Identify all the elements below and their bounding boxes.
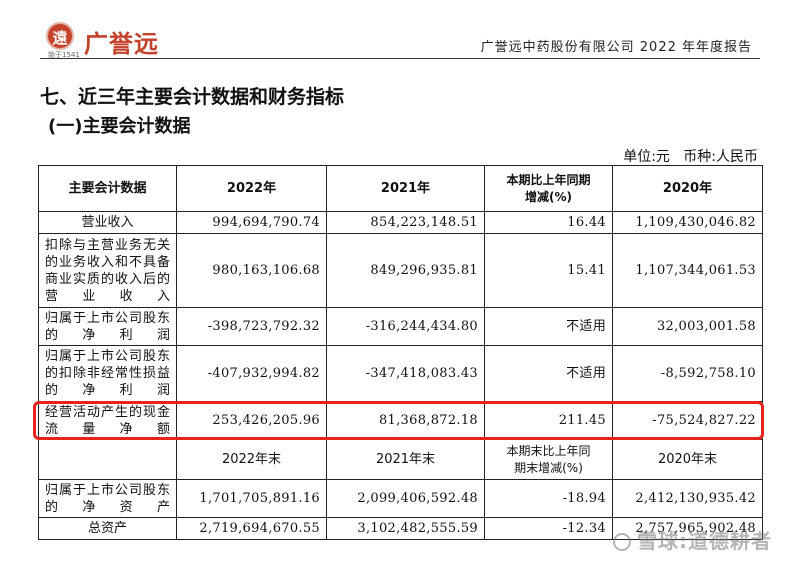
value-2021: -347,418,083.43 [326, 345, 485, 402]
value-2021: -316,244,434.80 [326, 307, 485, 346]
value-2020: 2,412,130,935.42 [612, 479, 763, 518]
table-row-highlighted: 经营活动产生的现金流量净额 253,426,205.96 81,368,872.… [38, 401, 763, 440]
company-logo-text: 广誉远 [84, 29, 159, 58]
value-2022: -398,723,792.32 [176, 307, 327, 346]
table-row: 总资产 2,719,694,670.55 3,102,482,555.59 -1… [38, 517, 763, 540]
subsection-title: (一)主要会计数据 [48, 116, 191, 137]
watermark-text: 雪球:道德耕者 [637, 529, 772, 553]
header-divider [40, 58, 760, 59]
value-change: 不适用 [484, 345, 613, 402]
watermark: 雪球:道德耕者 [613, 525, 772, 554]
value-change: 211.45 [484, 401, 613, 440]
value-2021: 2,099,406,592.48 [326, 479, 485, 518]
value-2022: -407,932,994.82 [176, 345, 327, 402]
table-row: 扣除与主营业务无关的业务收入和不具备商业实质的收入后的营业收入 980,163,… [38, 233, 763, 308]
row-label: 归属于上市公司股东的净资产 [38, 479, 177, 518]
row-label: 营业收入 [38, 211, 177, 234]
value-2020: 2,757,965,902.48 [612, 517, 763, 540]
header-cell-2020-end: 2020年末 [612, 439, 763, 480]
value-2022: 1,701,705,891.16 [176, 479, 327, 518]
value-2022: 994,694,790.74 [176, 211, 327, 234]
header-cell-2022-end: 2022年末 [176, 439, 327, 480]
value-change: 不适用 [484, 307, 613, 346]
value-2022: 2,719,694,670.55 [176, 517, 327, 540]
value-2020: 1,107,344,061.53 [612, 233, 763, 308]
unit-line: 单位:元 币种:人民币 [623, 149, 758, 165]
value-2020: 1,109,430,046.82 [612, 211, 763, 234]
table-row: 营业收入 994,694,790.74 854,223,148.51 16.44… [38, 211, 763, 234]
table-header-row: 主要会计数据 2022年 2021年 本期比上年同期 增减(%) 2020年 [38, 165, 763, 212]
row-label: 归属于上市公司股东的净利润 [38, 307, 177, 346]
table-row: 归属于上市公司股东的净利润 -398,723,792.32 -316,244,4… [38, 307, 763, 346]
value-change: 16.44 [484, 211, 613, 234]
value-2021: 3,102,482,555.59 [326, 517, 485, 540]
row-label: 经营活动产生的现金流量净额 [38, 401, 177, 440]
value-change: 15.41 [484, 233, 613, 308]
header-change-end-line2: 期末增减(%) [514, 460, 583, 475]
table-row: 归属于上市公司股东的净资产 1,701,705,891.16 2,099,406… [38, 479, 763, 518]
snowball-logo-icon [613, 533, 631, 551]
header-cell-label: 主要会计数据 [38, 165, 177, 212]
row-label: 归属于上市公司股东的扣除非经常性损益的净利润 [38, 345, 177, 402]
header-cell-2022: 2022年 [176, 165, 327, 212]
page-header: 遠 广誉远 始于1541 广誉远中药股份有限公司 2022 年年度报告 [0, 0, 800, 59]
table-row: 归属于上市公司股东的扣除非经常性损益的净利润 -407,932,994.82 -… [38, 345, 763, 402]
value-2021: 849,296,935.81 [326, 233, 485, 308]
value-2020: -8,592,758.10 [612, 345, 763, 402]
report-title: 广誉远中药股份有限公司 2022 年年度报告 [480, 40, 752, 55]
company-logo-subtext: 始于1541 [48, 51, 80, 59]
header-cell-2020: 2020年 [612, 165, 763, 212]
value-2021: 81,368,872.18 [326, 401, 485, 440]
value-change: -18.94 [484, 479, 613, 518]
value-2020: -75,524,827.22 [612, 401, 763, 440]
section-title: 七、近三年主要会计数据和财务指标 [40, 86, 345, 108]
header-cell-change: 本期比上年同期 增减(%) [484, 165, 613, 212]
row-label: 扣除与主营业务无关的业务收入和不具备商业实质的收入后的营业收入 [38, 233, 177, 308]
value-2020: 32,003,001.58 [612, 307, 763, 346]
header-cell-change-end: 本期末比上年同 期末增减(%) [484, 439, 613, 480]
header-cell-2021-end: 2021年末 [326, 439, 485, 480]
company-logo-icon: 遠 [46, 22, 74, 50]
header-cell-empty [38, 439, 177, 480]
row-label: 总资产 [38, 517, 177, 540]
value-2022: 980,163,106.68 [176, 233, 327, 308]
header-change-line2: 增减(%) [525, 189, 572, 204]
header-change-end-line1: 本期末比上年同 [506, 443, 591, 458]
header-change-line1: 本期比上年同期 [506, 172, 591, 187]
value-change: -12.34 [484, 517, 613, 540]
value-2022: 253,426,205.96 [176, 401, 327, 440]
accounting-data-table: 主要会计数据 2022年 2021年 本期比上年同期 增减(%) 2020年 营业… [38, 165, 763, 540]
value-2021: 854,223,148.51 [326, 211, 485, 234]
header-cell-2021: 2021年 [326, 165, 485, 212]
table-header-row: 2022年末 2021年末 本期末比上年同 期末增减(%) 2020年末 [38, 439, 763, 480]
